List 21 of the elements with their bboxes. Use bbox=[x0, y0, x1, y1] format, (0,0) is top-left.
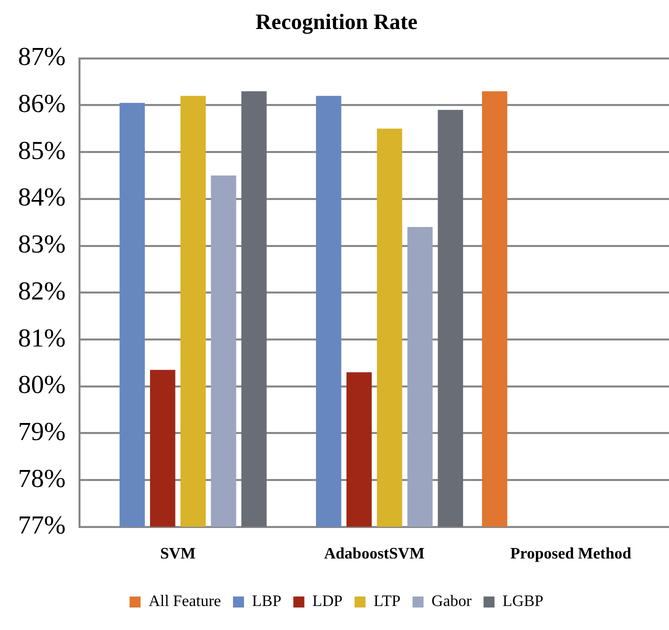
y-tick-label: 84% bbox=[18, 182, 66, 212]
y-tick-label: 82% bbox=[18, 276, 66, 306]
legend-label: LGBP bbox=[502, 593, 544, 610]
legend-label: LBP bbox=[252, 593, 282, 610]
x-tick-label: Proposed Method bbox=[510, 546, 632, 563]
x-tick-label: SVM bbox=[160, 546, 196, 563]
chart-title: Recognition Rate bbox=[256, 8, 418, 34]
y-tick-label: 79% bbox=[18, 416, 66, 446]
y-tick-label: 85% bbox=[18, 136, 66, 165]
legend-label: All Feature bbox=[148, 593, 221, 610]
y-tick-label: 86% bbox=[18, 89, 66, 118]
y-tick-label: 78% bbox=[18, 464, 66, 493]
y-tick-label: 83% bbox=[18, 230, 66, 259]
legend-label: LDP bbox=[312, 593, 343, 610]
y-tick-label: 81% bbox=[18, 323, 66, 352]
y-tick-label: 80% bbox=[18, 370, 66, 400]
y-tick-label: 77% bbox=[18, 510, 66, 540]
y-tick-label: 87% bbox=[18, 42, 66, 72]
x-tick-label: AdaboostSVM bbox=[324, 546, 425, 563]
legend-label: Gabor bbox=[432, 593, 472, 610]
legend-label: LTP bbox=[374, 593, 401, 610]
